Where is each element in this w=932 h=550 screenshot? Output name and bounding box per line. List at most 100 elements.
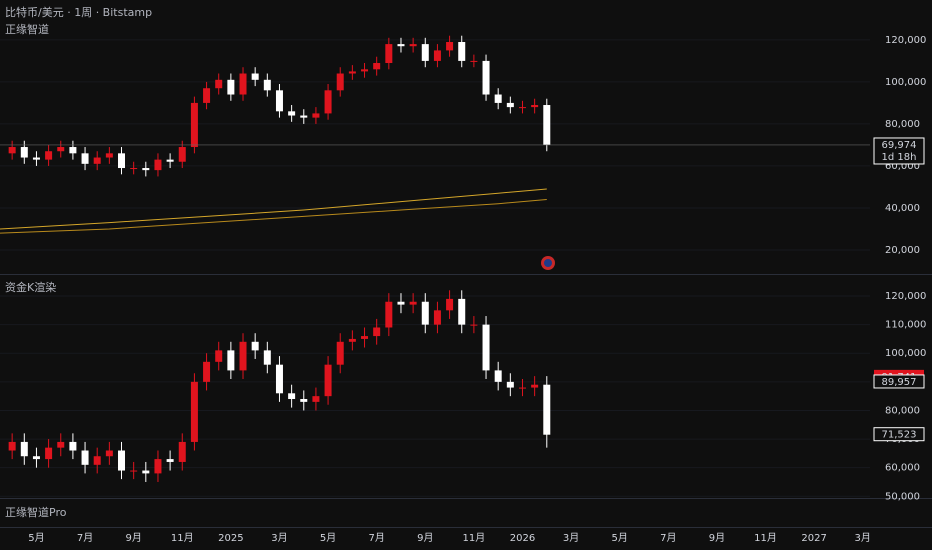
candle-body xyxy=(32,456,40,460)
candle-body xyxy=(263,79,271,91)
x-tick-label: 7月 xyxy=(660,532,676,544)
y-tick-label: 20,000 xyxy=(885,245,920,256)
candle-body xyxy=(397,301,405,305)
price-label-box xyxy=(873,427,925,442)
candle-body xyxy=(154,459,162,474)
x-tick-label: 11月 xyxy=(754,532,777,544)
x-tick-label: 9月 xyxy=(417,532,433,544)
candle-body xyxy=(300,399,308,402)
x-tick-label: 7月 xyxy=(77,532,93,544)
candle-body xyxy=(470,324,478,326)
candle-body xyxy=(105,153,113,158)
candle-body xyxy=(203,88,211,103)
x-tick-label: 11月 xyxy=(171,532,194,544)
candle-body xyxy=(154,159,162,171)
candle-body xyxy=(373,63,381,70)
candle-body xyxy=(118,153,126,169)
candle-body xyxy=(506,102,514,108)
candle-body xyxy=(239,341,247,371)
y-tick-label: 80,000 xyxy=(885,119,920,130)
candle-body xyxy=(8,147,16,154)
candle-body xyxy=(348,338,356,342)
candle-body xyxy=(166,459,174,462)
candle-body xyxy=(178,147,186,162)
candle-body xyxy=(178,441,186,462)
candle-body xyxy=(446,42,454,51)
candle-body xyxy=(45,447,53,460)
x-tick-label: 5月 xyxy=(28,532,44,544)
candle-body xyxy=(312,396,320,402)
candle-body xyxy=(385,44,393,64)
candle-body xyxy=(312,113,320,118)
candle-body xyxy=(421,301,429,325)
y-tick-label: 60,000 xyxy=(885,161,920,172)
candle-body xyxy=(470,60,478,62)
candle-body xyxy=(433,310,441,325)
candle-body xyxy=(130,168,138,170)
candle-body xyxy=(288,393,296,400)
candle-body xyxy=(32,157,40,160)
candle-body xyxy=(81,450,89,465)
candle-body xyxy=(239,73,247,95)
x-tick-label: 3月 xyxy=(563,532,579,544)
x-tick-label: 2026 xyxy=(510,533,535,544)
candle-body xyxy=(275,90,283,112)
candle-body xyxy=(506,381,514,388)
candle-body xyxy=(142,470,150,474)
candle-body xyxy=(93,456,101,465)
candle-body xyxy=(348,71,356,74)
candle-body xyxy=(421,44,429,61)
candle-body xyxy=(543,105,551,145)
candle-body xyxy=(458,42,466,61)
candle-body xyxy=(397,44,405,47)
x-tick-label: 3月 xyxy=(855,532,871,544)
candle-body xyxy=(118,450,126,471)
y-tick-label: 40,000 xyxy=(885,203,920,214)
candle-body xyxy=(227,350,235,371)
candle-body xyxy=(57,441,65,448)
x-tick-label: 7月 xyxy=(368,532,384,544)
candle-body xyxy=(518,107,526,109)
y-tick-label: 120,000 xyxy=(885,291,926,302)
candle-body xyxy=(518,387,526,389)
price-label: 71,523 xyxy=(882,430,917,441)
chart-title: 比特币/美元 · 1周 · Bitstamp xyxy=(5,5,152,19)
candle-body xyxy=(361,336,369,339)
x-tick-label: 9月 xyxy=(709,532,725,544)
x-tick-label: 9月 xyxy=(125,532,141,544)
candle-body xyxy=(288,111,296,116)
candle-body xyxy=(251,341,259,351)
y-tick-label: 60,000 xyxy=(885,463,920,474)
candle-body xyxy=(361,69,369,72)
x-tick-label: 5月 xyxy=(320,532,336,544)
x-tick-label: 2027 xyxy=(801,533,826,544)
price-label-box xyxy=(873,374,925,389)
candle-body xyxy=(251,73,259,80)
candle-body xyxy=(263,350,271,365)
price-label: 89,957 xyxy=(882,377,917,388)
y-tick-label: 110,000 xyxy=(885,320,926,331)
candle-body xyxy=(93,157,101,164)
candle-body xyxy=(531,384,539,388)
candle-body xyxy=(275,364,283,394)
candle-body xyxy=(531,105,539,108)
indicator-name: 正缘智道Pro xyxy=(5,505,67,519)
candle-body xyxy=(166,159,174,162)
candle-body xyxy=(433,50,441,61)
x-tick-label: 3月 xyxy=(271,532,287,544)
candle-body xyxy=(336,341,344,365)
candle-body xyxy=(494,94,502,103)
candle-body xyxy=(190,381,198,442)
candle-body xyxy=(130,470,138,472)
candle-body xyxy=(227,79,235,95)
event-icon xyxy=(544,259,552,267)
candle-body xyxy=(45,151,53,160)
moving-average xyxy=(0,188,547,230)
candle-body xyxy=(324,90,332,114)
candle-body xyxy=(409,301,417,305)
candle-body xyxy=(409,44,417,47)
candle-body xyxy=(494,370,502,382)
moving-average xyxy=(0,199,547,234)
candle-body xyxy=(215,350,223,362)
candle-body xyxy=(385,301,393,328)
